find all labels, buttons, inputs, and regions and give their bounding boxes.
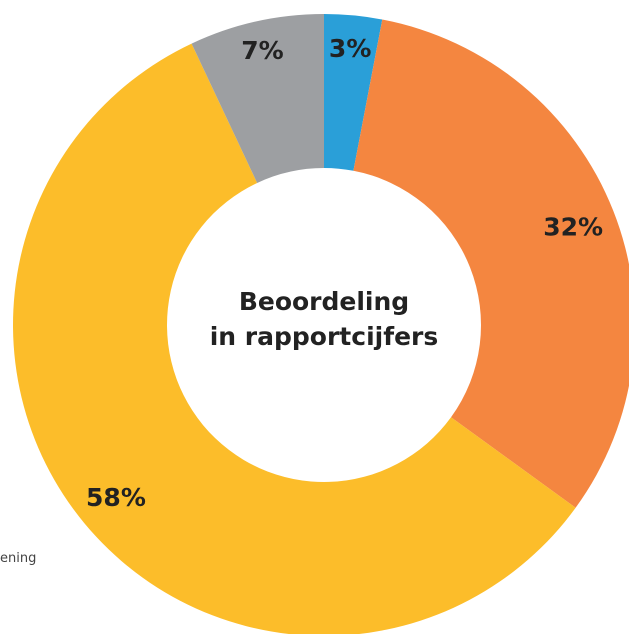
- slice-2: [13, 43, 576, 634]
- slices-group: [13, 14, 629, 634]
- chart-title-line-1: Beoordeling: [239, 287, 409, 316]
- slice-labels-group: 3% 32% 58% 7%: [86, 34, 603, 512]
- slice-label-0: 3%: [329, 34, 371, 63]
- slice-0: [324, 14, 383, 171]
- chart-title-line-2: in rapportcijfers: [210, 322, 439, 351]
- slice-label-3: 7%: [241, 36, 283, 65]
- slice-3: [191, 14, 324, 183]
- side-text-fragment: ening: [0, 551, 37, 566]
- slice-label-2: 58%: [86, 483, 146, 512]
- slice-1: [353, 19, 629, 508]
- slice-label-1: 32%: [543, 212, 603, 241]
